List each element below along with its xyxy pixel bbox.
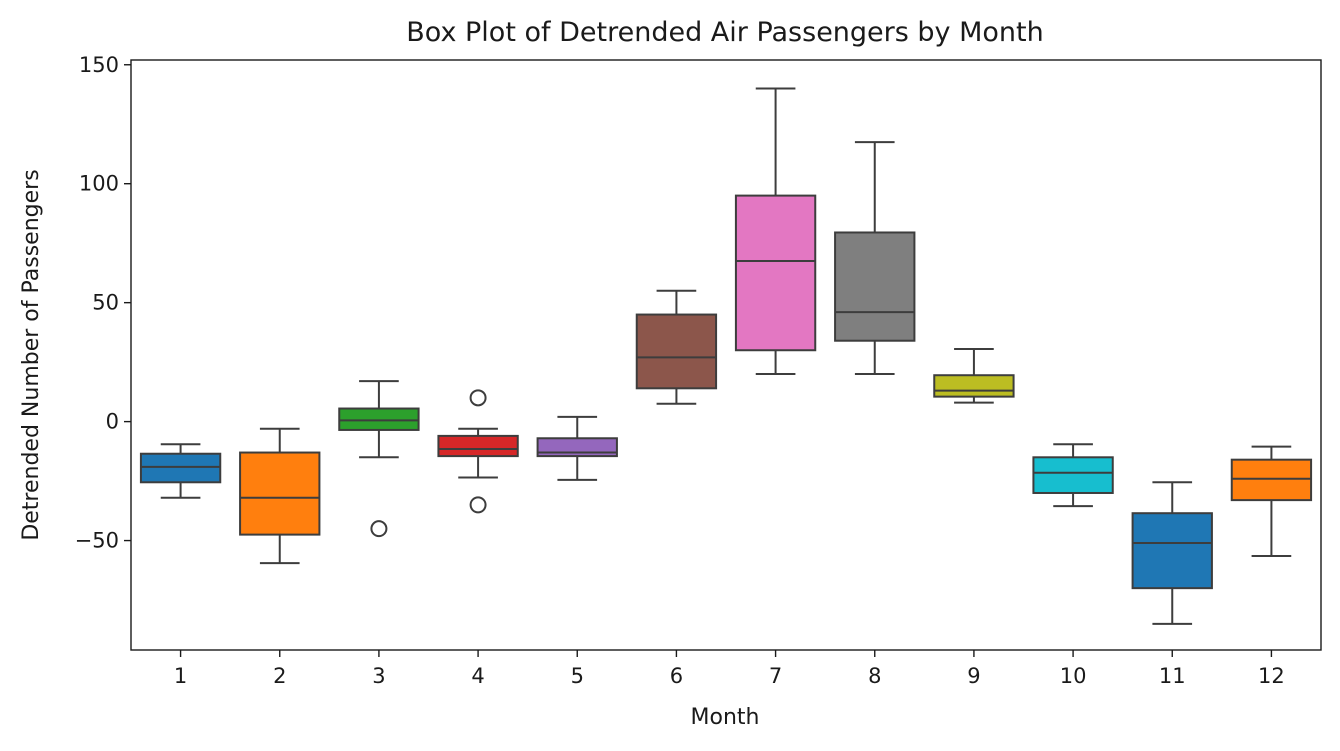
box-month-2 [239, 451, 321, 536]
box-month-3 [338, 407, 420, 431]
box-month-4 [437, 434, 519, 458]
outlier-point [469, 496, 487, 514]
x-tick-label: 10 [1060, 664, 1087, 688]
box-month-7 [734, 194, 817, 352]
x-tick-label: 8 [868, 664, 881, 688]
x-axis-label: Month [691, 705, 760, 730]
x-tick-label: 9 [967, 664, 980, 688]
box-month-11 [1131, 512, 1213, 590]
box-month-8 [834, 231, 916, 342]
y-axis-label: Detrended Number of Passengers [19, 169, 44, 540]
x-tick-label: 11 [1159, 664, 1186, 688]
box-month-1 [139, 452, 222, 484]
x-tick-label: 7 [769, 664, 782, 688]
x-tick-label: 12 [1258, 664, 1285, 688]
y-tick-label: 50 [92, 291, 119, 315]
outlier-point [469, 389, 487, 407]
x-tick-label: 4 [471, 664, 484, 688]
chart-title: Box Plot of Detrended Air Passengers by … [406, 17, 1044, 48]
x-tick-label: 1 [174, 664, 187, 688]
x-tick-label: 2 [273, 664, 286, 688]
x-tick-label: 6 [670, 664, 683, 688]
x-tick-label: 5 [571, 664, 584, 688]
outlier-point [370, 520, 388, 538]
box-month-12 [1230, 458, 1313, 502]
y-tick-label: 150 [79, 53, 119, 77]
y-tick-label: 100 [79, 172, 119, 196]
box-month-6 [635, 313, 718, 390]
box-month-9 [933, 374, 1015, 398]
plot-frame [130, 59, 1322, 651]
box-month-10 [1032, 456, 1114, 494]
y-tick-label: 0 [106, 410, 119, 434]
y-tick-label: −50 [75, 529, 119, 553]
x-tick-label: 3 [372, 664, 385, 688]
